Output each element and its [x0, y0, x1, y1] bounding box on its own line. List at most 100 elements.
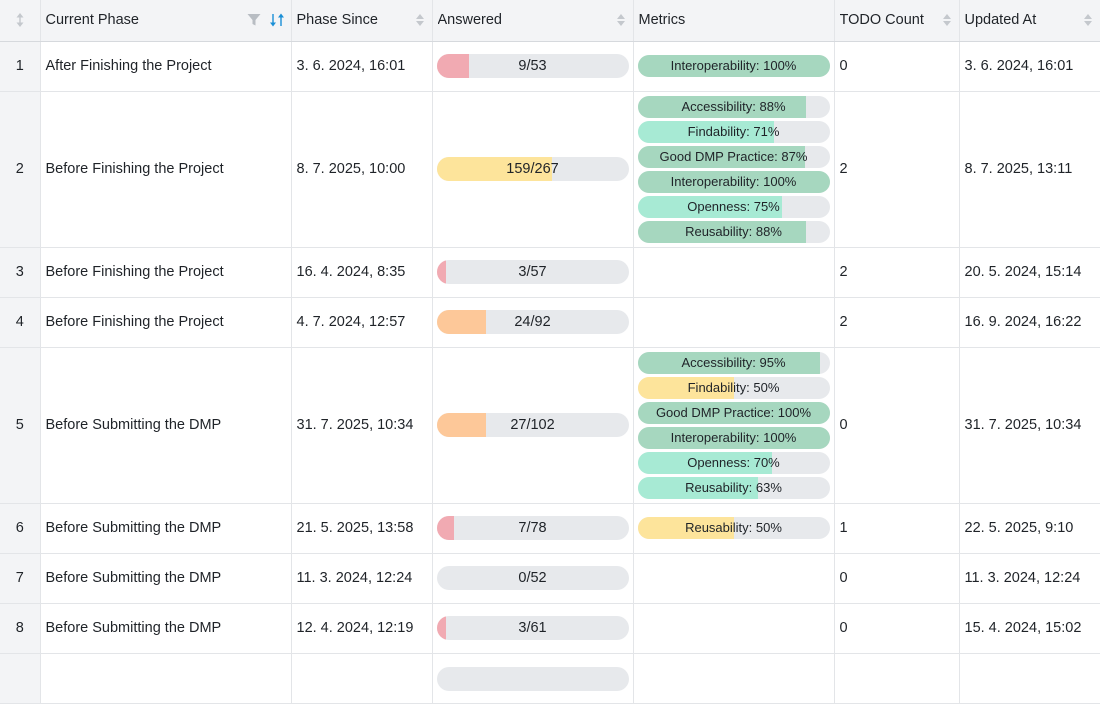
cell-updated-at: 15. 4. 2024, 15:02: [959, 603, 1100, 654]
row-index-label: 3: [15, 264, 24, 280]
answered-label: 159/267: [506, 161, 559, 177]
column-header-label: Updated At: [964, 12, 1037, 29]
metric-fill: [637, 55, 830, 77]
empty-cell: [0, 653, 41, 704]
phase-since-text: 11. 3. 2024, 12:24: [296, 570, 413, 586]
cell-todo-count: 0: [834, 41, 960, 92]
row-index-label: 8: [15, 620, 24, 636]
current-phase-text: Before Submitting the DMP: [45, 570, 222, 586]
current-phase-text: Before Submitting the DMP: [45, 520, 222, 536]
table-row[interactable]: 4 Before Finishing the Project 4. 7. 2024,…: [0, 297, 1100, 348]
empty-cell: [633, 653, 835, 704]
table-row[interactable]: 3 Before Finishing the Project 16. 4. 2024…: [0, 247, 1100, 298]
phase-since-text: 12. 4. 2024, 12:19: [296, 620, 414, 636]
todo-count-text: 0: [839, 620, 848, 636]
metric-fill: [637, 451, 772, 474]
metric-label: Reusability: 50%: [685, 520, 782, 535]
metric-bar: Good DMP Practice: 100%: [637, 401, 830, 424]
column-header-label: Current Phase: [45, 12, 140, 29]
answered-progress-bar: 27/102: [436, 413, 629, 437]
phase-since-text: 31. 7. 2025, 10:34: [296, 417, 414, 433]
sort-icon[interactable]: [414, 12, 426, 28]
table-row[interactable]: 6 Before Submitting the DMP 21. 5. 2025, 1…: [0, 503, 1100, 554]
row-index: 1: [0, 41, 41, 92]
metric-fill: [637, 170, 830, 193]
metrics-list: Accessibility: 95% Findability: 50% Good D…: [634, 351, 834, 499]
phase-since-text: 8. 7. 2025, 10:00: [296, 161, 406, 177]
current-phase-text: Before Finishing the Project: [45, 264, 224, 280]
column-header-phase-since[interactable]: Phase Since: [291, 0, 433, 42]
cell-metrics: [633, 297, 835, 348]
metric-bar: Reusability: 50%: [637, 517, 830, 539]
metric-label: Good DMP Practice: 100%: [655, 404, 812, 420]
sort-icon[interactable]: [14, 12, 26, 28]
cell-current-phase[interactable]: After Finishing the Project: [40, 41, 292, 92]
filter-icon[interactable]: [247, 13, 261, 27]
cell-todo-count: 2: [834, 91, 960, 248]
cell-current-phase[interactable]: Before Submitting the DMP: [40, 603, 292, 654]
answered-label: 9/53: [518, 58, 547, 74]
column-header-metrics[interactable]: Metrics: [633, 0, 835, 42]
metric-bar: Openness: 70%: [637, 451, 830, 474]
cell-current-phase[interactable]: Before Finishing the Project: [40, 247, 292, 298]
metric-fill: [637, 426, 830, 449]
todo-count-text: 0: [839, 570, 848, 586]
cell-current-phase[interactable]: Before Submitting the DMP: [40, 503, 292, 554]
cell-current-phase[interactable]: Before Submitting the DMP: [40, 347, 292, 504]
metric-fill: [637, 517, 734, 539]
column-header-current-phase[interactable]: Current Phase: [40, 0, 292, 42]
answered-label: 3/61: [518, 620, 547, 636]
row-index-label: 2: [15, 161, 24, 177]
cell-metrics: [633, 603, 835, 654]
sort-icon[interactable]: [1082, 12, 1094, 28]
metric-bar: Findability: 50%: [637, 376, 830, 399]
cell-todo-count: 2: [834, 247, 960, 298]
row-index: 8: [0, 603, 41, 654]
cell-current-phase[interactable]: Before Finishing the Project: [40, 91, 292, 248]
cell-phase-since: 21. 5. 2025, 13:58: [291, 503, 433, 554]
metric-bar: Accessibility: 95%: [637, 351, 830, 374]
cell-metrics: Interoperability: 100%: [633, 41, 835, 92]
answered-progress-bar: 7/78: [436, 516, 629, 540]
metrics-list: Interoperability: 100%: [634, 55, 834, 77]
metric-fill: [637, 401, 830, 424]
phase-since-text: 4. 7. 2024, 12:57: [296, 314, 406, 330]
metric-bar: Good DMP Practice: 87%: [637, 145, 830, 168]
cell-current-phase[interactable]: Before Finishing the Project: [40, 297, 292, 348]
column-header-todo-count[interactable]: TODO Count: [834, 0, 960, 42]
metric-bar: Interoperability: 100%: [637, 426, 830, 449]
row-index-label: 1: [15, 58, 24, 74]
progress-fill: [436, 54, 470, 78]
sort-icon[interactable]: [941, 12, 953, 28]
answered-label: 24/92: [514, 314, 551, 330]
cell-metrics: [633, 553, 835, 604]
table-row[interactable]: 7 Before Submitting the DMP 11. 3. 2024, 1…: [0, 553, 1100, 604]
cell-updated-at: 22. 5. 2025, 9:10: [959, 503, 1100, 554]
cell-updated-at: 3. 6. 2024, 16:01: [959, 41, 1100, 92]
table-row[interactable]: 5 Before Submitting the DMP 31. 7. 2025, 1…: [0, 347, 1100, 504]
cell-todo-count: 2: [834, 297, 960, 348]
header-row: Current Phase Phase Since: [0, 0, 1100, 42]
todo-count-text: 0: [839, 417, 848, 433]
sort-ascending-icon[interactable]: [269, 12, 285, 28]
table-row[interactable]: 2 Before Finishing the Project 8. 7. 2025,…: [0, 91, 1100, 248]
sort-icon[interactable]: [615, 12, 627, 28]
row-index: 7: [0, 553, 41, 604]
table-row[interactable]: 8 Before Submitting the DMP 12. 4. 2024, 1…: [0, 603, 1100, 654]
cell-current-phase[interactable]: Before Submitting the DMP: [40, 553, 292, 604]
cell-updated-at: 20. 5. 2024, 15:14: [959, 247, 1100, 298]
metric-label: Interoperability: 100%: [670, 58, 797, 73]
row-index: 4: [0, 297, 41, 348]
row-index: 6: [0, 503, 41, 554]
metric-bar: Interoperability: 100%: [637, 170, 830, 193]
answered-label: 0/52: [518, 570, 547, 586]
column-header-updated-at[interactable]: Updated At: [959, 0, 1100, 42]
metric-label: Reusability: 88%: [685, 223, 782, 239]
metric-fill: [637, 351, 820, 374]
column-header-answered[interactable]: Answered: [432, 0, 634, 42]
table-row[interactable]: 1 After Finishing the Project 3. 6. 2024, …: [0, 41, 1100, 92]
metric-label: Accessibility: 88%: [681, 98, 786, 114]
column-header-index[interactable]: [0, 0, 41, 42]
phase-since-text: 21. 5. 2025, 13:58: [296, 520, 414, 536]
